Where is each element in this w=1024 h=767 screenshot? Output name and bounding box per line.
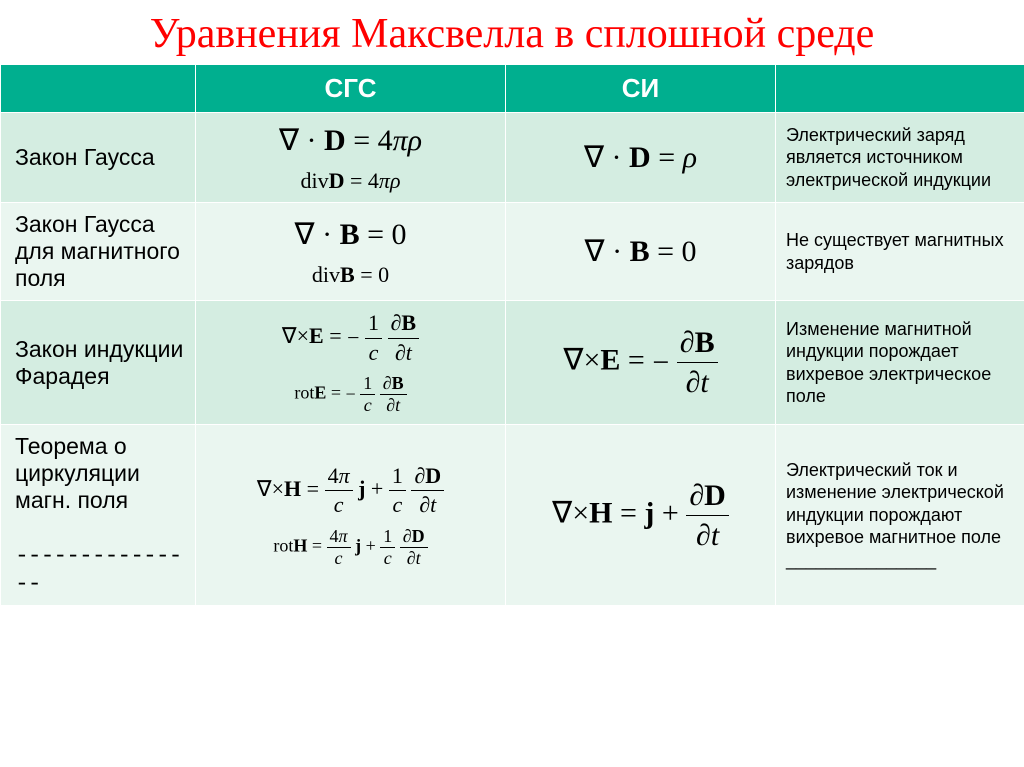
header-cgs: СГС [196,65,506,113]
header-name [1,65,196,113]
eq-cgs: ∇ · B = 0 divB = 0 [196,203,506,301]
eq-si: ∇×E = − ∂B∂t [506,301,776,425]
law-name: Закон Гаусса для магнитного поля [1,203,196,301]
table-header-row: СГС СИ [1,65,1024,113]
law-desc: Электрический заряд является источником … [776,113,1024,203]
law-desc: Изменение магнитной индукции порождает в… [776,301,1024,425]
eq-si: ∇×H = j + ∂D∂t [506,425,776,606]
law-desc: Электрический ток и изменение электричес… [776,425,1024,606]
table-row: Закон Гаусса для магнитного поля ∇ · B =… [1,203,1024,301]
law-desc-text: Электрический ток и изменение электричес… [786,460,1004,548]
eq-cgs: ∇×H = 4πc j + 1c ∂D∂t rotH = 4πc j + 1c … [196,425,506,606]
law-name: Закон индукции Фарадея [1,301,196,425]
eq-cgs: ∇ · D = 4πρ divD = 4πρ [196,113,506,203]
table-row: Закон Гаусса ∇ · D = 4πρ divD = 4πρ ∇ · … [1,113,1024,203]
law-desc: Не существует магнитных зарядов [776,203,1024,301]
table-row: Закон индукции Фарадея ∇×E = − 1c ∂B∂t r… [1,301,1024,425]
header-desc [776,65,1024,113]
eq-cgs: ∇×E = − 1c ∂B∂t rotE = − 1c ∂B∂t [196,301,506,425]
eq-si: ∇ · B = 0 [506,203,776,301]
header-si: СИ [506,65,776,113]
page-title: Уравнения Максвелла в сплошной среде [0,0,1024,64]
law-name: Теорема о циркуляции магн. поля --------… [1,425,196,606]
law-name: Закон Гаусса [1,113,196,203]
underline: _______________ [786,550,936,570]
equations-table: СГС СИ Закон Гаусса ∇ · D = 4πρ divD = 4… [0,64,1024,606]
law-name-text: Теорема о циркуляции магн. поля [15,433,140,513]
table-row: Теорема о циркуляции магн. поля --------… [1,425,1024,606]
eq-si: ∇ · D = ρ [506,113,776,203]
dashes: --------------- [15,543,181,597]
